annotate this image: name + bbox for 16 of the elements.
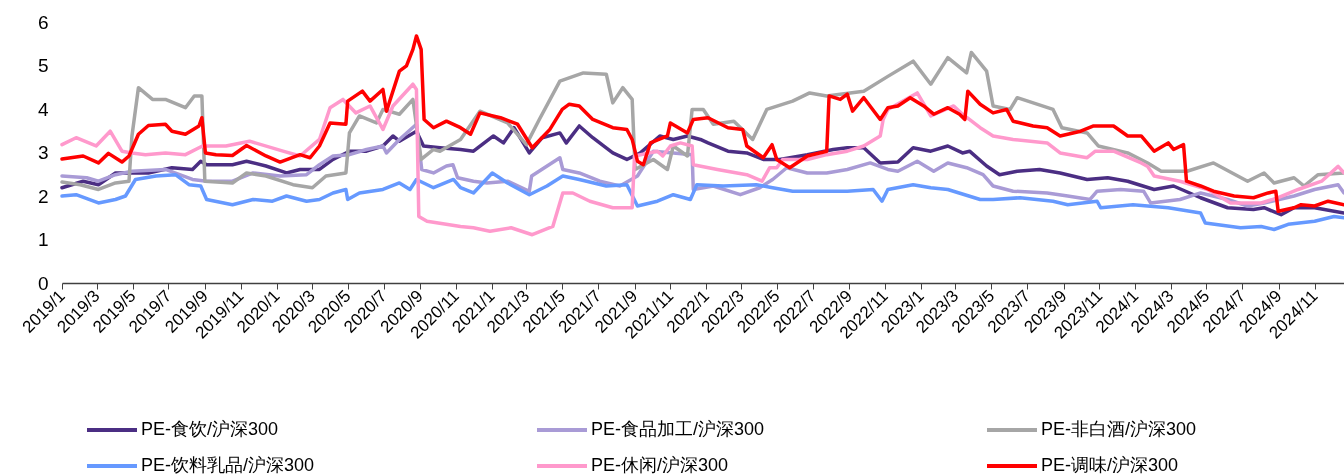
y-tick-label: 4 <box>37 98 49 120</box>
y-tick-label: 6 <box>37 11 49 33</box>
legend-label: PE-饮料乳品/沪深300 <box>141 455 315 475</box>
line-series <box>60 171 1344 232</box>
legend-label: PE-休闲/沪深300 <box>591 455 729 475</box>
line-series <box>60 34 1344 213</box>
legend-label: PE-调味/沪深300 <box>1041 455 1179 475</box>
y-tick-label: 0 <box>37 272 49 294</box>
legend-label: PE-食品加工/沪深300 <box>591 419 765 439</box>
y-tick-label: 2 <box>37 185 49 207</box>
legend-label: PE-食饮/沪深300 <box>141 419 279 439</box>
y-tick-label: 1 <box>37 229 49 250</box>
line-series <box>60 82 1344 237</box>
y-tick-label: 3 <box>37 142 49 163</box>
legend-label: PE-非白酒/沪深300 <box>1041 419 1197 439</box>
y-tick-label: 5 <box>37 55 49 76</box>
